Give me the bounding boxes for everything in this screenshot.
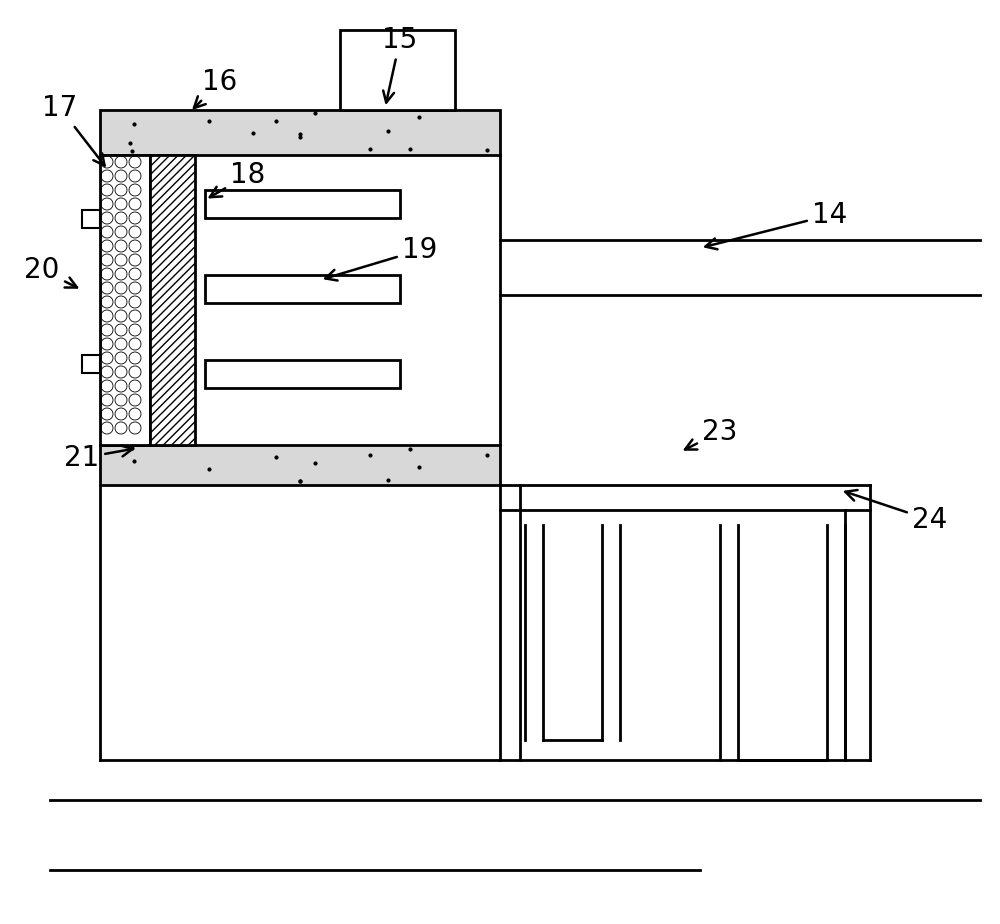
Point [201,114,217,128]
Point [124,143,140,158]
Text: 16: 16 [194,68,238,108]
Text: 23: 23 [685,418,738,449]
Point [292,474,308,489]
Point [292,129,308,144]
Point [402,142,418,157]
Point [122,136,138,151]
Text: 21: 21 [64,444,133,472]
Point [380,472,396,487]
Text: 14: 14 [705,201,848,249]
Point [411,459,427,474]
Point [479,143,495,158]
Point [380,123,396,138]
Point [292,128,308,142]
Bar [82,355,100,373]
Point [268,450,284,465]
Text: 20: 20 [24,256,77,287]
Text: 24: 24 [845,490,948,534]
Bar [205,360,400,388]
Text: 17: 17 [42,94,105,165]
Point [201,461,217,476]
Point [245,126,261,140]
Bar [100,445,500,485]
Bar [100,155,150,445]
Bar [100,110,500,155]
Point [292,473,308,488]
Point [411,110,427,125]
Point [362,448,378,463]
Point [402,442,418,456]
Point [268,114,284,128]
Text: 18: 18 [210,161,266,197]
Bar [205,190,400,218]
Point [124,441,140,456]
Point [126,116,142,131]
Point [307,456,323,470]
Point [126,454,142,468]
Bar [150,155,195,445]
Point [307,105,323,120]
Bar [205,275,400,303]
Text: 19: 19 [325,236,438,281]
Text: 15: 15 [382,26,418,103]
Point [479,447,495,462]
Bar [82,210,100,228]
Bar [340,30,455,110]
Point [362,142,378,157]
